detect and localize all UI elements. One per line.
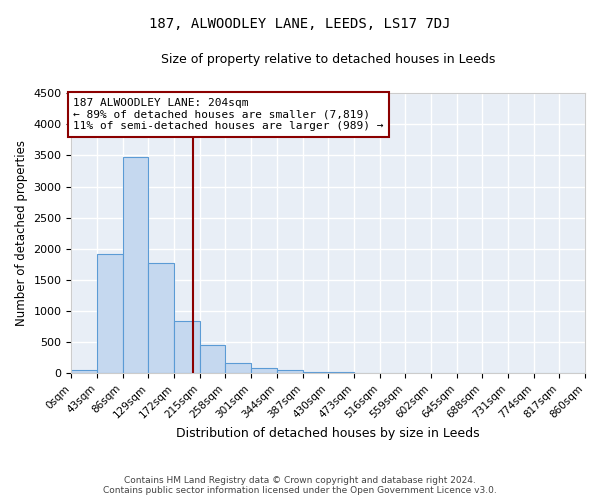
Bar [148, 263, 174, 374]
Bar [302, 372, 328, 374]
Bar [277, 370, 302, 374]
Bar [226, 363, 251, 374]
Bar [71, 370, 97, 374]
Y-axis label: Number of detached properties: Number of detached properties [15, 140, 28, 326]
Bar [328, 372, 354, 374]
X-axis label: Distribution of detached houses by size in Leeds: Distribution of detached houses by size … [176, 427, 480, 440]
Bar [354, 373, 380, 374]
Text: Contains HM Land Registry data © Crown copyright and database right 2024.
Contai: Contains HM Land Registry data © Crown c… [103, 476, 497, 495]
Bar [251, 368, 277, 374]
Bar [200, 346, 226, 374]
Bar [97, 254, 123, 374]
Text: 187, ALWOODLEY LANE, LEEDS, LS17 7DJ: 187, ALWOODLEY LANE, LEEDS, LS17 7DJ [149, 18, 451, 32]
Bar [174, 320, 200, 374]
Text: 187 ALWOODLEY LANE: 204sqm
← 89% of detached houses are smaller (7,819)
11% of s: 187 ALWOODLEY LANE: 204sqm ← 89% of deta… [73, 98, 383, 131]
Title: Size of property relative to detached houses in Leeds: Size of property relative to detached ho… [161, 52, 496, 66]
Bar [123, 156, 148, 374]
